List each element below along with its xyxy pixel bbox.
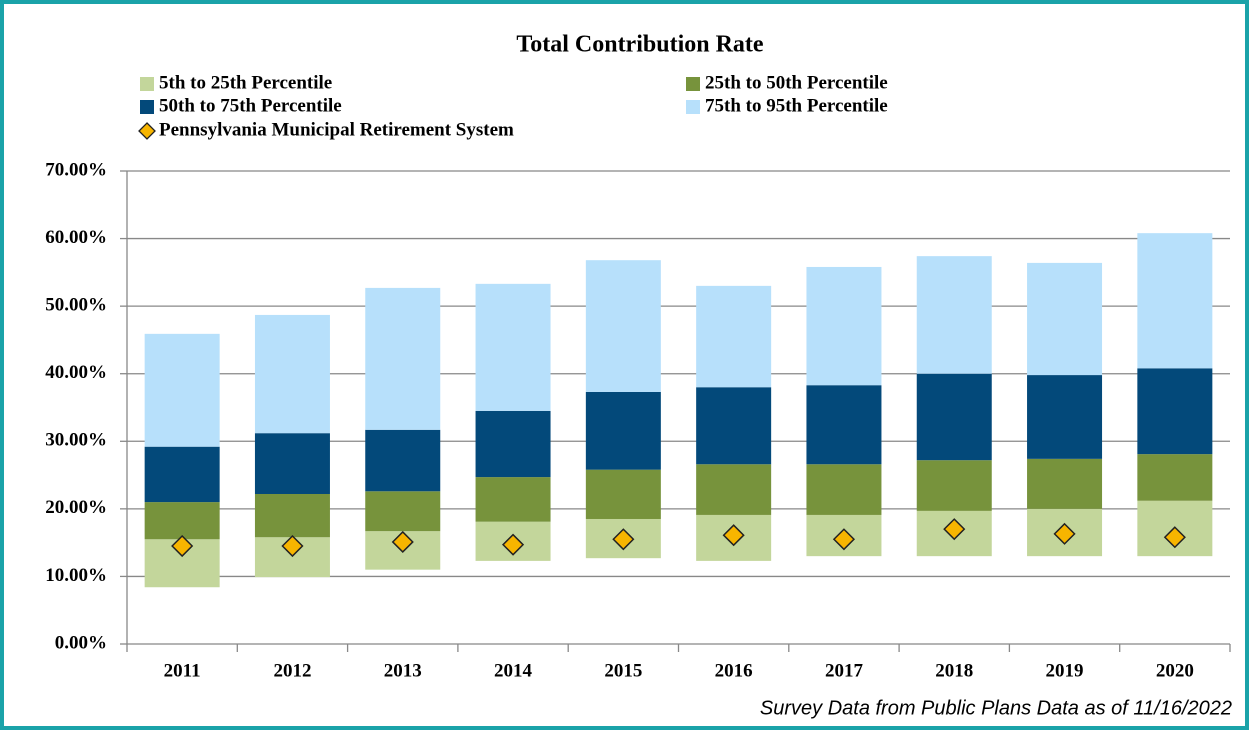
bar-segment <box>1137 233 1213 369</box>
bar-segment <box>806 266 882 386</box>
bar-segment <box>916 373 992 461</box>
marker <box>1163 526 1186 549</box>
marker <box>171 534 194 558</box>
bar-segment <box>144 333 220 447</box>
bar-segment <box>916 256 992 374</box>
legend-marker <box>138 122 156 140</box>
y-tick-label: 20.00% <box>45 497 107 518</box>
y-tick-label: 0.00% <box>55 632 107 653</box>
bar-segment <box>1137 368 1213 455</box>
bar-segment <box>1027 262 1103 376</box>
bar-segment <box>365 287 441 430</box>
y-tick-label: 50.00% <box>45 295 107 316</box>
marker <box>281 534 304 558</box>
x-tick-label: 2011 <box>164 660 201 681</box>
legend-swatch <box>140 100 154 114</box>
bar-segment <box>916 460 992 511</box>
bar-segment <box>696 464 772 515</box>
bar-segment <box>806 464 882 515</box>
legend-swatch <box>140 77 154 91</box>
marker <box>1053 522 1076 545</box>
bar-segment <box>144 502 220 540</box>
bar-segment <box>585 391 661 470</box>
bar-segment <box>475 477 551 522</box>
legend-label: 75th to 95th Percentile <box>705 95 888 116</box>
bar-segment <box>475 410 551 478</box>
bar-segment <box>1137 454 1213 501</box>
bar-segment <box>365 491 441 532</box>
x-tick-label: 2017 <box>825 660 864 681</box>
legend-label: 50th to 75th Percentile <box>159 95 342 116</box>
legend-swatch <box>686 100 700 114</box>
bar-segment <box>365 429 441 492</box>
footnote: Survey Data from Public Plans Data as of… <box>760 697 1232 719</box>
x-tick-label: 2014 <box>494 660 533 681</box>
y-tick-label: 10.00% <box>45 565 107 586</box>
bar-segment <box>585 260 661 392</box>
legend-swatch <box>686 77 700 91</box>
legend-label: 5th to 25th Percentile <box>159 72 332 93</box>
x-tick-label: 2013 <box>384 660 422 681</box>
x-tick-label: 2020 <box>1156 660 1194 681</box>
x-tick-label: 2018 <box>935 660 973 681</box>
bar-segment <box>1027 458 1103 509</box>
bar-segment <box>254 314 330 434</box>
bar-segment <box>475 283 551 411</box>
x-tick-label: 2019 <box>1046 660 1084 681</box>
legend-label: 25th to 50th Percentile <box>705 72 888 93</box>
bar-segment <box>144 446 220 503</box>
bar-segment <box>1027 375 1103 459</box>
y-tick-label: 60.00% <box>45 227 107 248</box>
marker <box>501 533 525 556</box>
y-tick-label: 30.00% <box>45 430 107 451</box>
marker <box>391 530 414 554</box>
bar-segment <box>254 433 330 494</box>
bar-segment <box>585 469 661 519</box>
marker <box>943 518 966 541</box>
marker <box>832 528 856 551</box>
x-tick-label: 2015 <box>604 660 642 681</box>
x-tick-label: 2012 <box>273 660 311 681</box>
y-tick-label: 70.00% <box>45 159 107 180</box>
legend-label: Pennsylvania Municipal Retirement System <box>159 119 514 140</box>
marker <box>612 528 635 551</box>
bar-segment <box>696 387 772 465</box>
bar-segment <box>806 385 882 465</box>
bar-segment <box>696 285 772 388</box>
bar-segment <box>254 493 330 538</box>
chart-title: Total Contribution Rate <box>516 32 763 58</box>
marker <box>722 524 745 547</box>
y-tick-label: 40.00% <box>45 362 107 383</box>
x-tick-label: 2016 <box>715 660 753 681</box>
